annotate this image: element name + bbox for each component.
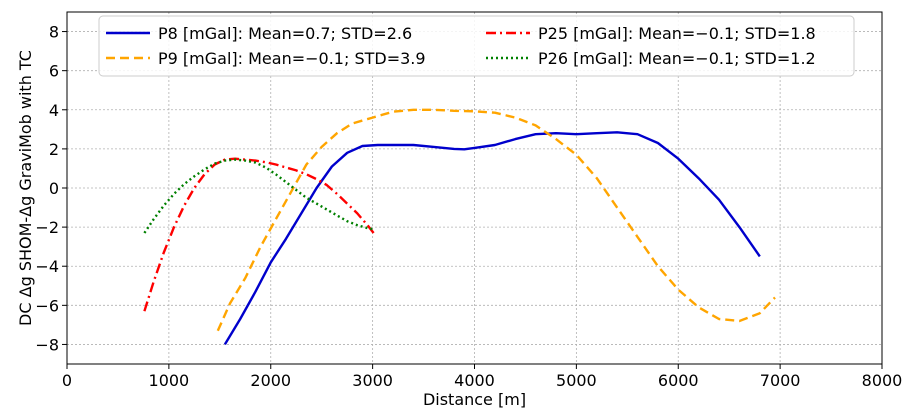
y-tick-label: −8 (35, 335, 59, 354)
y-tick-label: 2 (49, 140, 59, 159)
y-axis-ticks: −8 −6 −4 −2 0 2 4 6 8 (35, 23, 67, 354)
y-tick-label: −4 (35, 257, 59, 276)
legend-label-p8: P8 [mGal]: Mean=0.7; STD=2.6 (158, 24, 412, 43)
series-layer (143, 108, 776, 346)
x-tick-label: 2000 (250, 371, 291, 390)
x-tick-label: 8000 (862, 371, 903, 390)
series-line-3 (143, 158, 373, 234)
y-tick-label: −6 (35, 296, 59, 315)
y-tick-label: 8 (49, 23, 59, 42)
series-line-0 (223, 131, 761, 346)
y-axis-label: DC Δg SHOM-Δg GraviMob with TC (16, 50, 35, 326)
series-line-1 (216, 108, 776, 332)
legend: P8 [mGal]: Mean=0.7; STD=2.6 P9 [mGal]: … (98, 15, 855, 77)
legend-label-p9: P9 [mGal]: Mean=−0.1; STD=3.9 (158, 49, 426, 68)
x-tick-label: 4000 (454, 371, 495, 390)
y-tick-label: −2 (35, 218, 59, 237)
y-tick-label: 4 (49, 101, 59, 120)
legend-label-p25: P25 [mGal]: Mean=−0.1; STD=1.8 (538, 24, 816, 43)
x-tick-label: 3000 (352, 371, 393, 390)
series-line-2 (143, 157, 375, 312)
x-tick-label: 7000 (760, 371, 801, 390)
x-tick-label: 6000 (658, 371, 699, 390)
y-tick-label: 0 (49, 179, 59, 198)
x-axis-label: Distance [m] (423, 390, 526, 409)
x-tick-label: 5000 (556, 371, 597, 390)
x-tick-label: 1000 (149, 371, 190, 390)
y-tick-label: 6 (49, 62, 59, 81)
x-tick-label: 0 (62, 371, 72, 390)
legend-box (98, 15, 855, 77)
legend-label-p26: P26 [mGal]: Mean=−0.1; STD=1.2 (538, 49, 816, 68)
x-axis-ticks: 0 1000 2000 3000 4000 5000 6000 7000 8000 (62, 364, 902, 390)
